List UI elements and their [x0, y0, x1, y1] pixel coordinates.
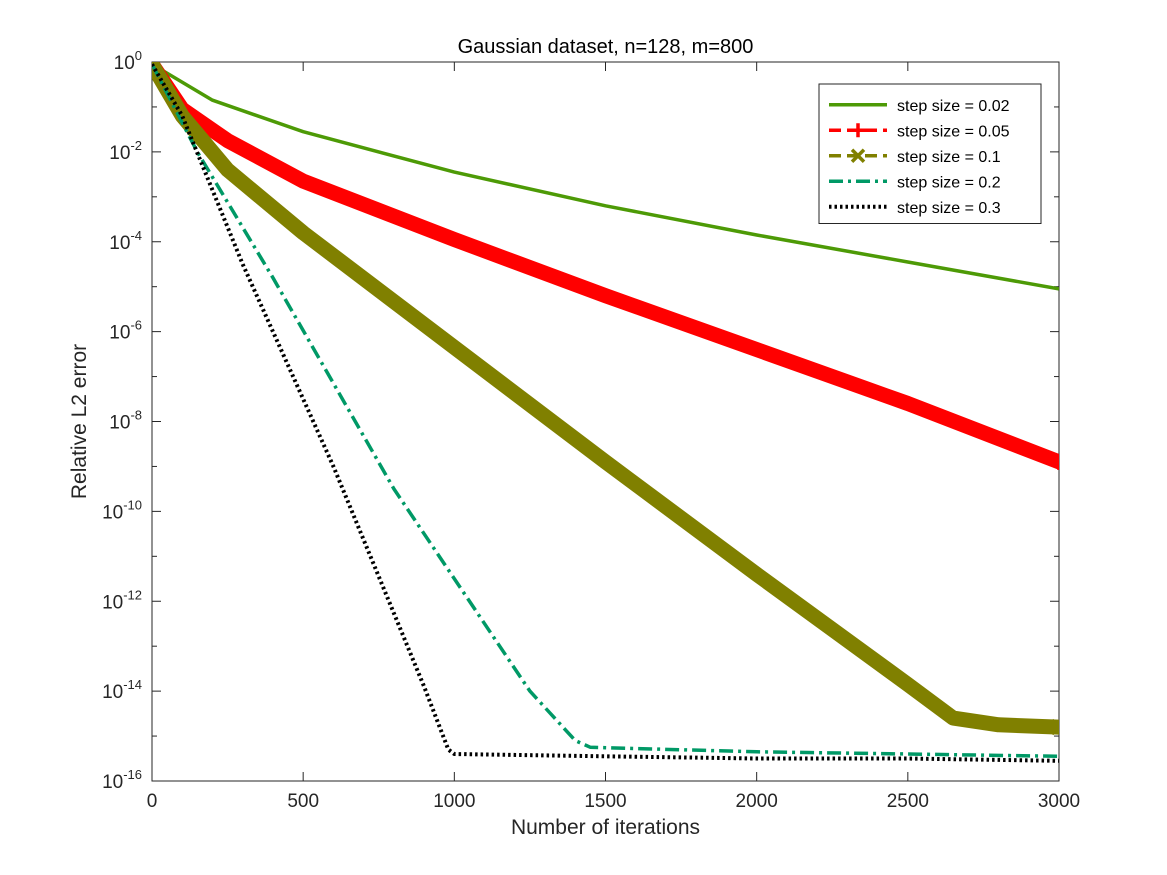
legend-item: step size = 0.2 — [829, 174, 1001, 191]
x-tick-label: 1000 — [433, 791, 475, 812]
legend-item: step size = 0.05 — [829, 123, 1010, 140]
x-tick-label: 500 — [287, 791, 319, 812]
x-tick-label: 2000 — [736, 791, 778, 812]
legend-label: step size = 0.05 — [897, 123, 1010, 140]
legend-label: step size = 0.02 — [897, 98, 1010, 115]
series-line — [152, 63, 1059, 759]
series-marker-band — [152, 62, 1059, 470]
x-tick-label: 3000 — [1038, 791, 1080, 812]
y-tick-label: 10-8 — [109, 408, 142, 434]
series-end-marker — [1051, 453, 1059, 470]
series-marker-band — [152, 62, 1059, 735]
legend-item: step size = 0.1 — [829, 148, 1001, 166]
y-tick-label: 10-14 — [102, 677, 142, 703]
series-layer — [152, 62, 1059, 763]
y-tick-label: 10-16 — [102, 767, 142, 793]
y-axis-title: Relative L2 error — [68, 344, 91, 499]
legend-label: step size = 0.3 — [897, 200, 1001, 217]
series-end-marker — [1050, 718, 1059, 736]
y-tick-label: 10-10 — [102, 497, 142, 523]
series-5 — [152, 63, 1059, 763]
series-line — [152, 62, 1059, 291]
y-tick-label: 10-6 — [109, 318, 142, 344]
chart-title: Gaussian dataset, n=128, m=800 — [458, 36, 754, 58]
legend-item: step size = 0.3 — [829, 200, 1001, 217]
legend-label: step size = 0.2 — [897, 174, 1001, 191]
y-tick-label: 10-4 — [109, 228, 142, 254]
x-tick-label: 2500 — [887, 791, 929, 812]
x-tick-label: 1500 — [584, 791, 626, 812]
series-4 — [152, 63, 1059, 759]
legend-item: step size = 0.02 — [829, 98, 1010, 115]
y-tick-label: 100 — [114, 48, 142, 74]
y-tick-label: 10-12 — [102, 587, 142, 613]
x-axis-title: Number of iterations — [511, 816, 700, 839]
series-1 — [152, 62, 1059, 291]
legend: step size = 0.02 step size = 0.05 step siz… — [818, 83, 1042, 224]
y-tick-label: 10-2 — [109, 138, 142, 164]
legend-marker — [851, 123, 865, 138]
legend-marker — [850, 148, 866, 163]
x-tick-label: 0 — [147, 791, 158, 812]
legend-label: step size = 0.1 — [897, 149, 1001, 166]
series-line — [152, 63, 1059, 763]
